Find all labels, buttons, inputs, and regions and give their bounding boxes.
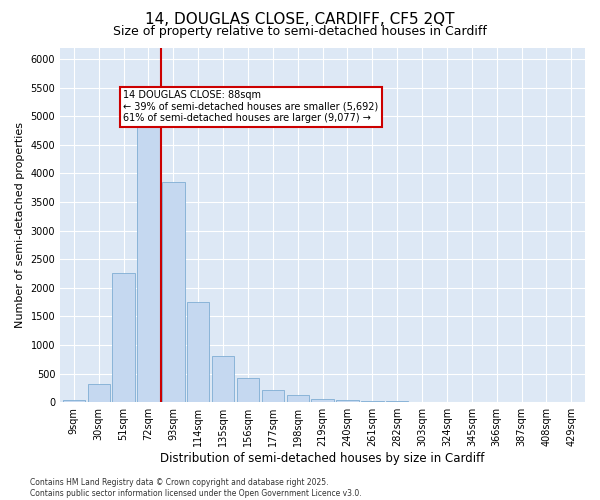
X-axis label: Distribution of semi-detached houses by size in Cardiff: Distribution of semi-detached houses by … bbox=[160, 452, 485, 465]
Bar bbox=[311, 399, 334, 402]
Bar bbox=[212, 356, 234, 402]
Text: Size of property relative to semi-detached houses in Cardiff: Size of property relative to semi-detach… bbox=[113, 25, 487, 38]
Bar bbox=[187, 302, 209, 402]
Bar bbox=[137, 122, 160, 402]
Bar bbox=[62, 400, 85, 402]
Bar bbox=[262, 390, 284, 402]
Bar bbox=[336, 400, 359, 402]
Bar bbox=[361, 401, 383, 402]
Bar bbox=[386, 401, 409, 402]
Y-axis label: Number of semi-detached properties: Number of semi-detached properties bbox=[15, 122, 25, 328]
Bar bbox=[112, 274, 135, 402]
Text: 14, DOUGLAS CLOSE, CARDIFF, CF5 2QT: 14, DOUGLAS CLOSE, CARDIFF, CF5 2QT bbox=[145, 12, 455, 28]
Bar bbox=[162, 182, 185, 402]
Bar bbox=[237, 378, 259, 402]
Text: Contains HM Land Registry data © Crown copyright and database right 2025.
Contai: Contains HM Land Registry data © Crown c… bbox=[30, 478, 362, 498]
Bar bbox=[287, 396, 309, 402]
Text: 14 DOUGLAS CLOSE: 88sqm
← 39% of semi-detached houses are smaller (5,692)
61% of: 14 DOUGLAS CLOSE: 88sqm ← 39% of semi-de… bbox=[123, 90, 379, 124]
Bar bbox=[88, 384, 110, 402]
